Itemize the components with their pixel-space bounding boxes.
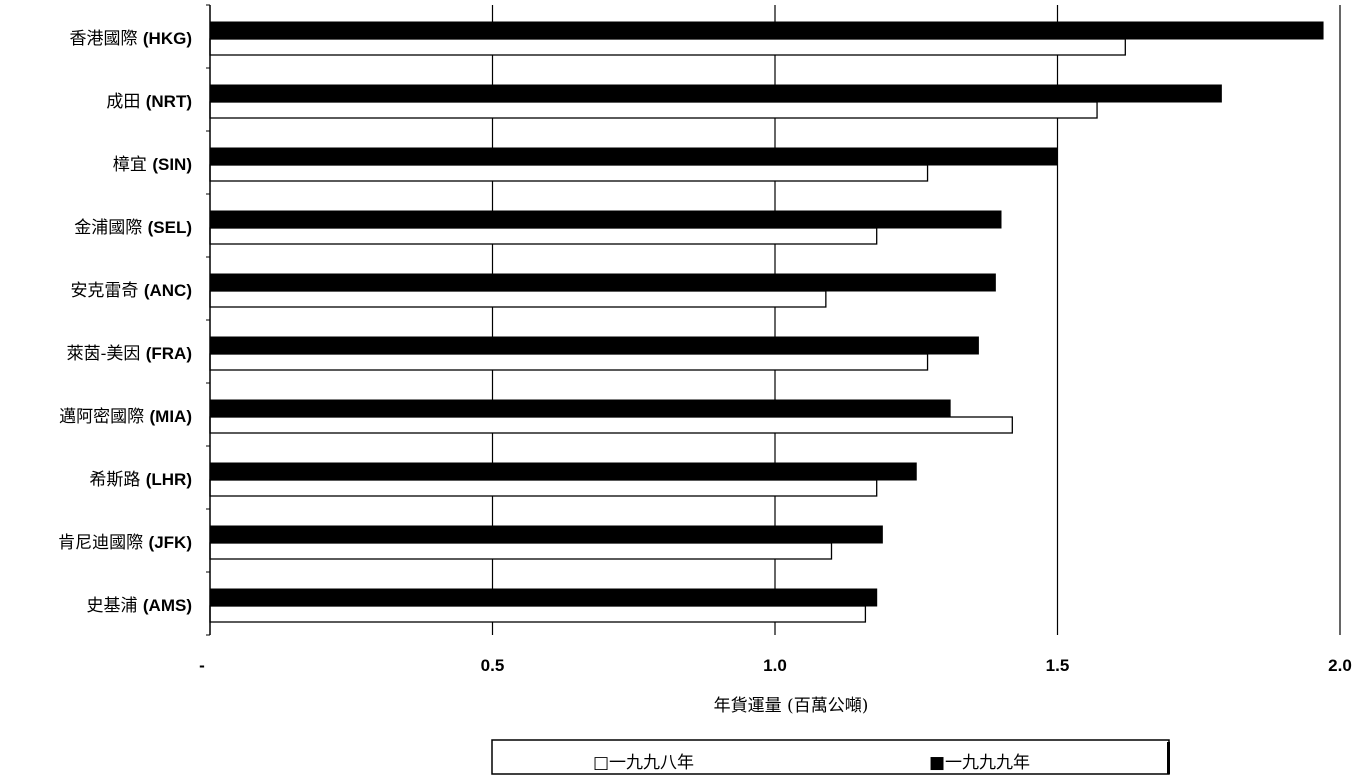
x-tick-label: 1.5	[1046, 656, 1070, 675]
x-axis-title: 年貨運量 (百萬公噸)	[714, 696, 869, 716]
x-tick-labels: - 0.5 1.0 1.5 2.0	[199, 656, 1352, 675]
bar-1999	[209, 336, 979, 355]
category-label: 肯尼迪國際 (JFK)	[58, 533, 192, 553]
bar-1999	[209, 462, 917, 481]
bars	[209, 21, 1324, 623]
bar-1999	[209, 525, 883, 544]
bar-1998	[209, 101, 1098, 119]
bar-1999	[209, 399, 951, 418]
bar-1999	[209, 210, 1002, 229]
bar-1998	[209, 227, 878, 245]
category-labels: 香港國際 (HKG) 成田 (NRT) 樟宜 (SIN) 金浦國際 (SEL) 安克雷奇…	[58, 29, 192, 616]
x-tick-label: 2.0	[1328, 656, 1352, 675]
category-label: 萊茵-美因 (FRA)	[67, 344, 192, 364]
bar-1998	[209, 479, 878, 497]
bar-1999	[209, 84, 1222, 103]
x-tick-label: -	[199, 656, 205, 675]
bar-1998	[209, 416, 1013, 434]
bar-1998	[209, 290, 827, 308]
legend: □一九九八年 ■一九九九年	[491, 739, 1170, 775]
legend-item-1999: ■一九九九年	[929, 753, 1030, 773]
category-label: 邁阿密國際 (MIA)	[59, 407, 192, 427]
bar-1999	[209, 21, 1324, 40]
axes	[206, 4, 211, 636]
x-tick-label: 0.5	[481, 656, 505, 675]
bar-1999	[209, 273, 996, 292]
category-label: 安克雷奇 (ANC)	[70, 281, 192, 301]
bar-1998	[209, 164, 929, 182]
category-label: 成田 (NRT)	[106, 92, 192, 112]
bar-1999	[209, 147, 1058, 166]
bar-1998	[209, 38, 1126, 56]
legend-shadow	[1167, 742, 1170, 774]
bar-1998	[209, 353, 929, 371]
category-label: 希斯路 (LHR)	[89, 470, 192, 490]
bar-1998	[209, 605, 867, 623]
category-label: 樟宜 (SIN)	[113, 155, 192, 175]
category-label: 史基浦 (AMS)	[86, 596, 192, 616]
category-label: 金浦國際 (SEL)	[74, 218, 192, 238]
legend-item-1998: □一九九八年	[593, 753, 694, 773]
x-tick-label: 1.0	[763, 656, 787, 675]
bar-1999	[209, 588, 878, 607]
category-label: 香港國際 (HKG)	[69, 29, 192, 49]
legend-box	[491, 739, 1170, 775]
bar-1998	[209, 542, 833, 560]
